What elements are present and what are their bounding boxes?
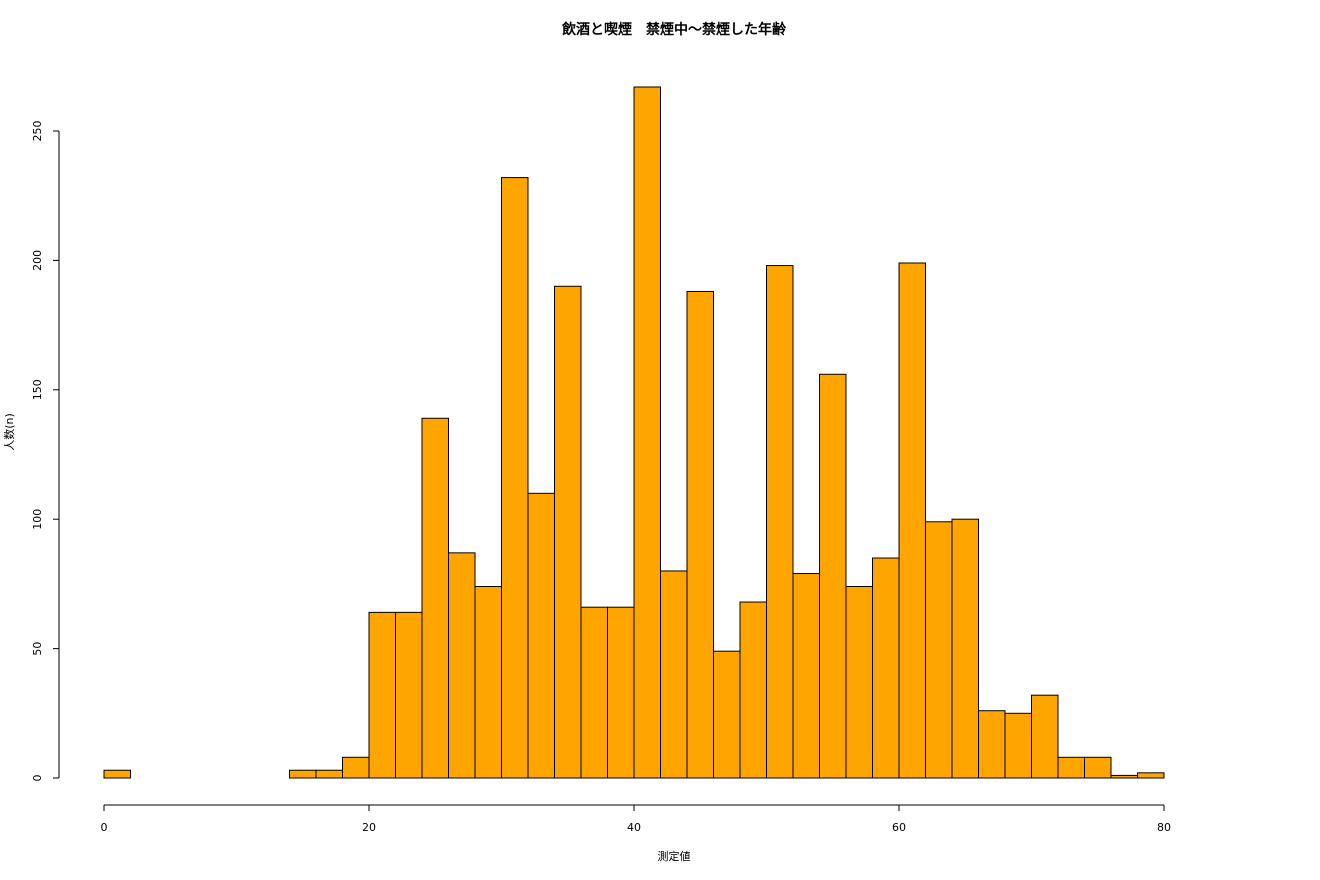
bar bbox=[554, 285, 582, 779]
bar bbox=[1057, 756, 1085, 779]
x-tick-label: 20 bbox=[362, 821, 376, 834]
bar bbox=[792, 573, 820, 779]
x-axis-label: 測定値 bbox=[658, 849, 691, 863]
y-axis-label: 人数(n) bbox=[3, 413, 16, 451]
bar bbox=[872, 557, 900, 779]
bar bbox=[898, 262, 926, 779]
bar bbox=[580, 606, 608, 779]
bar bbox=[739, 601, 767, 779]
x-tick-label: 40 bbox=[627, 821, 641, 834]
x-tick-label: 80 bbox=[1157, 821, 1171, 834]
y-tick-label: 0 bbox=[31, 775, 44, 782]
bar bbox=[501, 177, 529, 779]
y-tick-label: 150 bbox=[31, 379, 44, 400]
y-tick-label: 200 bbox=[31, 250, 44, 271]
y-tick-label: 50 bbox=[31, 642, 44, 656]
x-tick-label: 60 bbox=[892, 821, 906, 834]
bar bbox=[474, 585, 502, 779]
y-tick-label: 250 bbox=[31, 120, 44, 141]
bar bbox=[421, 417, 449, 779]
bar bbox=[766, 265, 794, 779]
bar bbox=[342, 756, 370, 779]
bar bbox=[951, 518, 979, 779]
bar bbox=[1110, 774, 1138, 779]
chart-title: 飲酒と喫煙 禁煙中〜禁煙した年齢 bbox=[561, 21, 787, 38]
y-tick-label: 100 bbox=[31, 509, 44, 530]
bar bbox=[103, 769, 131, 779]
bar bbox=[395, 611, 423, 779]
bar bbox=[1031, 694, 1059, 779]
bar bbox=[1004, 712, 1032, 779]
bar bbox=[925, 521, 953, 779]
bar bbox=[660, 570, 688, 779]
bar bbox=[527, 492, 555, 779]
bar bbox=[448, 552, 476, 779]
bar bbox=[633, 86, 661, 779]
bar bbox=[315, 769, 343, 779]
bar bbox=[713, 650, 741, 779]
bar bbox=[1084, 756, 1112, 779]
bar bbox=[819, 373, 847, 779]
bar bbox=[845, 585, 873, 779]
bar bbox=[686, 290, 714, 779]
x-tick-label: 0 bbox=[101, 821, 108, 834]
bar bbox=[607, 606, 635, 779]
bar bbox=[368, 611, 396, 779]
bar bbox=[289, 769, 317, 779]
bar bbox=[978, 710, 1006, 779]
bar bbox=[1137, 772, 1165, 779]
